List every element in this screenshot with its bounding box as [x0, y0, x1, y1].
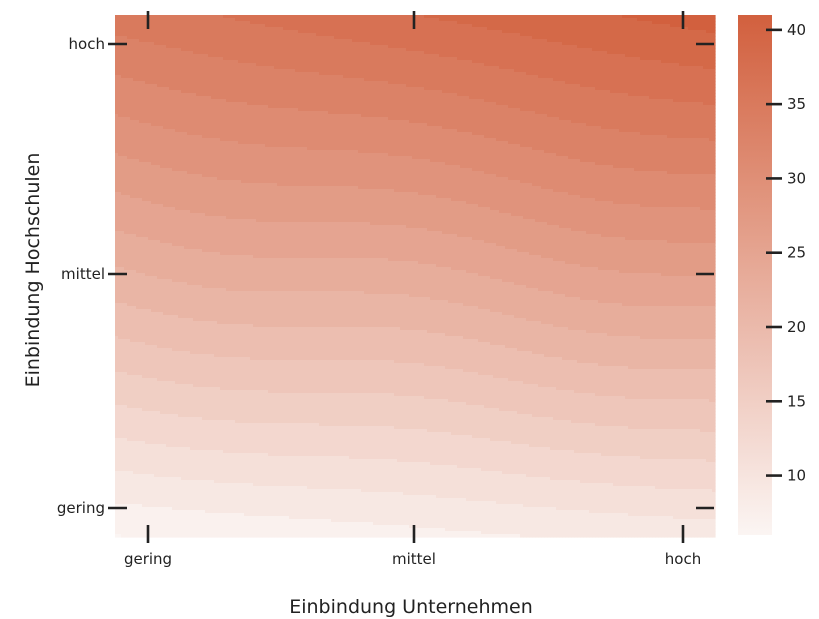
- plot-area: [115, 15, 716, 538]
